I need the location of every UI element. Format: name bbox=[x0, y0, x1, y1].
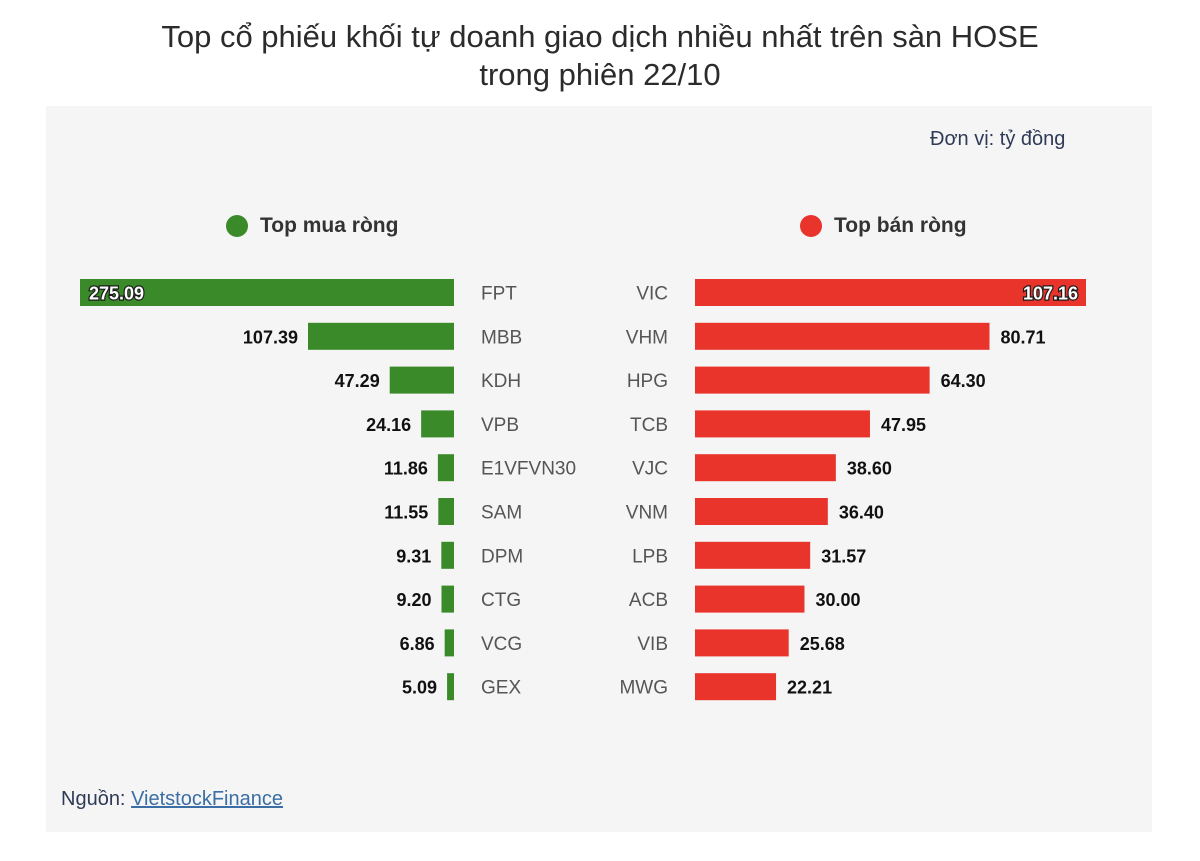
sell-value-label: 25.68 bbox=[800, 634, 845, 654]
source-link[interactable]: VietstockFinance bbox=[131, 788, 283, 810]
buy-value-label: 9.31 bbox=[396, 546, 431, 566]
source: Nguồn: VietstockFinance bbox=[61, 788, 283, 811]
buy-ticker-label: GEX bbox=[481, 678, 521, 699]
sell-value-label: 64.30 bbox=[941, 371, 986, 391]
sell-value-label: 30.00 bbox=[815, 590, 860, 610]
buy-bar-SAM bbox=[438, 498, 454, 525]
sell-bar-HPG bbox=[695, 366, 930, 394]
sell-bar-VJC bbox=[695, 454, 836, 482]
sell-bar-MWG bbox=[695, 673, 777, 701]
sell-bar-ACB bbox=[695, 585, 805, 613]
sell-value-label: 22.21 bbox=[787, 678, 832, 698]
sell-bar-VNM bbox=[695, 498, 828, 525]
title-line-1: Top cổ phiếu khối tự doanh giao dịch nhi… bbox=[161, 19, 1039, 54]
buy-value-label: 6.86 bbox=[400, 634, 435, 654]
sell-ticker-label: VJC bbox=[632, 459, 668, 480]
buy-bar-MBB bbox=[307, 322, 454, 350]
legend-buy-dot bbox=[226, 215, 248, 237]
buy-value-label: 107.39 bbox=[243, 327, 298, 347]
sell-ticker-label: VNM bbox=[626, 503, 668, 524]
buy-ticker-label: FPT bbox=[481, 284, 517, 305]
buy-value-label: 5.09 bbox=[402, 678, 437, 698]
buy-bar-CTG bbox=[441, 585, 454, 613]
buy-bar-E1VFVN30 bbox=[437, 454, 454, 482]
sell-bar-VIC bbox=[695, 279, 1086, 306]
sell-ticker-label: LPB bbox=[632, 546, 668, 567]
buy-ticker-label: KDH bbox=[481, 371, 521, 392]
buy-bar-VPB bbox=[421, 410, 454, 438]
buy-value-label: 11.86 bbox=[384, 459, 428, 479]
sell-ticker-label: VIB bbox=[637, 634, 668, 655]
sell-bar-LPB bbox=[695, 541, 811, 569]
buy-ticker-label: CTG bbox=[481, 590, 521, 611]
sell-ticker-label: MWG bbox=[619, 678, 668, 699]
legend-buy-label: Top mua ròng bbox=[260, 214, 399, 237]
buy-value-label: 24.16 bbox=[366, 415, 411, 435]
legend-sell-dot bbox=[800, 215, 822, 237]
buy-value-label: 47.29 bbox=[335, 371, 380, 391]
buy-ticker-label: SAM bbox=[481, 503, 522, 524]
sell-ticker-label: ACB bbox=[629, 590, 668, 611]
sell-bar-VIB bbox=[695, 629, 789, 657]
buy-value-label: 9.20 bbox=[396, 590, 431, 610]
unit-label: Đơn vị: tỷ đồng bbox=[930, 128, 1066, 150]
sell-ticker-label: VHM bbox=[626, 327, 668, 348]
buy-ticker-label: MBB bbox=[481, 327, 522, 348]
sell-value-label: 47.95 bbox=[881, 415, 926, 435]
sell-value-label: 107.16 bbox=[1023, 284, 1078, 304]
buy-bar-DPM bbox=[441, 541, 454, 569]
sell-value-label: 31.57 bbox=[821, 546, 866, 566]
sell-bar-TCB bbox=[695, 410, 870, 438]
buy-ticker-label: VCG bbox=[481, 634, 522, 655]
sell-ticker-label: VIC bbox=[636, 284, 668, 305]
buy-value-label: 275.09 bbox=[89, 284, 144, 304]
buy-ticker-label: DPM bbox=[481, 546, 523, 567]
legend-sell: Top bán ròng bbox=[800, 212, 967, 240]
legend-sell-label: Top bán ròng bbox=[834, 214, 967, 237]
legend-buy: Top mua ròng bbox=[226, 212, 398, 240]
buy-bar-KDH bbox=[389, 366, 454, 394]
buy-bar-GEX bbox=[447, 673, 454, 701]
sell-value-label: 38.60 bbox=[847, 459, 892, 479]
buy-value-label: 11.55 bbox=[384, 503, 428, 523]
title-line-2: trong phiên 22/10 bbox=[479, 57, 721, 92]
chart-title: Top cổ phiếu khối tự doanh giao dịch nhi… bbox=[0, 18, 1200, 94]
buy-bar-FPT bbox=[80, 279, 454, 306]
source-label: Nguồn: bbox=[61, 788, 126, 810]
buy-bar-VCG bbox=[444, 629, 454, 657]
sell-value-label: 80.71 bbox=[1000, 327, 1045, 347]
buy-ticker-label: VPB bbox=[481, 415, 519, 436]
sell-bar-VHM bbox=[695, 322, 990, 350]
sell-value-label: 36.40 bbox=[839, 503, 884, 523]
buy-ticker-label: E1VFVN30 bbox=[481, 459, 576, 480]
sell-ticker-label: TCB bbox=[630, 415, 668, 436]
sell-ticker-label: HPG bbox=[627, 371, 668, 392]
